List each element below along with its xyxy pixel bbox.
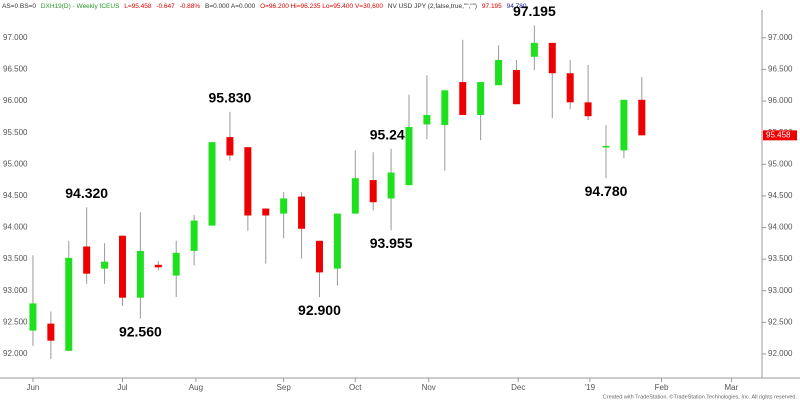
x-tick-label: Mar — [724, 383, 738, 392]
y-tick-label-left: 95.500 — [3, 128, 28, 137]
candle-body — [548, 42, 556, 74]
header-part: NV USD JPY (2,false,true,"","") — [388, 3, 477, 10]
high-label: 94.320 — [65, 185, 108, 201]
y-tick-label-left: 92.500 — [3, 317, 28, 326]
x-tick-label: Nov — [422, 383, 436, 392]
y-tick-label-left: 97.000 — [3, 33, 28, 42]
candle-body — [172, 252, 180, 276]
header-part: L=95.458 — [124, 3, 152, 10]
candle-body — [244, 147, 252, 216]
x-tick-label: Jul — [117, 383, 127, 392]
y-tick-label: 92.000 — [768, 349, 793, 358]
header-part: DXH19(D) - Weekly ICEUS — [41, 3, 120, 10]
candle-body — [208, 142, 216, 226]
y-tick-label: 97.000 — [768, 33, 793, 42]
y-tick-label: 93.500 — [768, 254, 793, 263]
candle-body — [369, 180, 377, 203]
header-part: -0.88% — [180, 3, 201, 10]
candle-body — [405, 126, 413, 186]
y-tick-label-left: 96.500 — [3, 65, 28, 74]
y-tick-label-left: 94.500 — [3, 191, 28, 200]
header-part: 97.195 — [482, 3, 502, 10]
low-label: 92.560 — [119, 323, 162, 339]
candle-body — [459, 82, 467, 115]
x-tick-label: Aug — [189, 383, 203, 392]
candle-body — [154, 264, 162, 268]
candle-body — [620, 99, 628, 151]
candle-body — [530, 42, 538, 57]
low-label: 92.900 — [298, 302, 341, 318]
candle-body — [638, 99, 646, 136]
candle-body — [118, 235, 126, 298]
y-tick-label: 92.500 — [768, 317, 793, 326]
candle-body — [512, 70, 520, 105]
y-tick-label: 96.000 — [768, 96, 793, 105]
candle-body — [65, 257, 73, 351]
last-price-label: 95.458 — [766, 130, 791, 139]
header-part: 94.780 — [507, 3, 527, 10]
candle-body — [280, 198, 288, 214]
candle-body — [315, 240, 323, 273]
y-tick-label: 93.000 — [768, 286, 793, 295]
high-label: 95.245 — [370, 126, 413, 142]
candle-body — [477, 82, 485, 115]
candle-body — [333, 213, 341, 269]
x-tick-label: Feb — [655, 383, 669, 392]
x-tick-label: Sep — [277, 383, 292, 392]
header-part: B=0.000 A=0.000 — [205, 3, 256, 10]
y-tick-label-left: 92.000 — [3, 349, 28, 358]
header-part: O=96.200 Hi=96.235 Lo=95.400 V=30,600 — [260, 3, 383, 10]
candle-body — [495, 59, 503, 86]
candle-body — [136, 250, 144, 298]
candle-body — [101, 261, 109, 269]
x-tick-label: Oct — [349, 383, 362, 392]
candle-body — [566, 73, 574, 103]
candle-body — [387, 172, 395, 199]
candle-body — [423, 114, 431, 125]
footer: Created with TradeStation. ©TradeStation… — [603, 393, 798, 400]
candle-body — [602, 145, 610, 148]
y-tick-label: 96.500 — [768, 65, 793, 74]
last-price-box — [763, 130, 797, 141]
candle-body — [298, 196, 306, 229]
y-tick-label-left: 93.000 — [3, 286, 28, 295]
candle-body — [351, 178, 359, 214]
header-part: -0.647 — [156, 3, 175, 10]
candle-body — [262, 208, 270, 216]
y-tick-label-left: 93.500 — [3, 254, 28, 263]
candle-body — [47, 323, 55, 341]
candle-body — [441, 90, 449, 126]
y-tick-label-left: 94.000 — [3, 223, 28, 232]
candle-body — [584, 102, 592, 117]
low-label: 93.955 — [370, 235, 413, 251]
y-tick-label: 94.500 — [768, 191, 793, 200]
y-tick-label-left: 96.000 — [3, 96, 28, 105]
x-tick-label: Dec — [511, 383, 525, 392]
header-part: AS=0 BS=0 — [2, 3, 36, 10]
candle-body — [29, 303, 37, 331]
header: AS=0 BS=0 DXH19(D) - Weekly ICEUS L=95.4… — [2, 3, 527, 10]
y-tick-label-left: 95.000 — [3, 159, 28, 168]
high-label: 95.830 — [209, 90, 252, 106]
low-label: 94.780 — [585, 183, 628, 199]
high-label: 97.195 — [513, 3, 556, 19]
x-tick-label: '19 — [585, 383, 596, 392]
y-tick-label: 95.000 — [768, 159, 793, 168]
y-tick-label: 94.000 — [768, 223, 793, 232]
candle-body — [83, 246, 91, 274]
candle-body — [226, 137, 234, 156]
candle-body — [190, 220, 198, 251]
x-tick-label: Jun — [26, 383, 39, 392]
